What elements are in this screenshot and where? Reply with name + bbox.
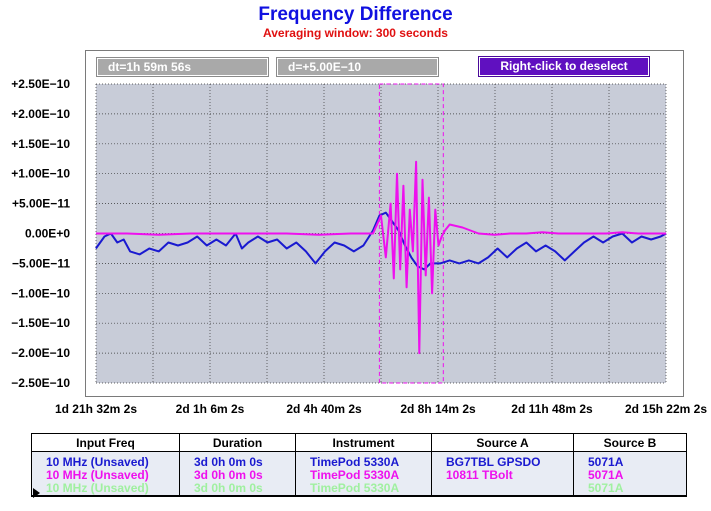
y-tick-label: −1.00E−10 — [11, 286, 70, 300]
y-tick-label: −2.00E−10 — [11, 346, 70, 360]
legend-row[interactable]: 10 MHz (Unsaved) 3d 0h 0m 0s TimePod 5330A… — [31, 482, 687, 497]
frequency-difference-chart[interactable]: +2.50E−10 +2.00E−10 +1.50E−10 +1.00E−10 +5.0… — [0, 0, 711, 430]
dt-readout-button[interactable]: dt=1h 59m 56s — [96, 57, 269, 77]
legend-input-freq: 10 MHz (Unsaved) — [31, 451, 180, 469]
trace-legend-table: Input Freq Duration Instrument Source A … — [31, 433, 687, 497]
y-tick-label: −5.00E−11 — [12, 256, 70, 270]
legend-instrument: TimePod 5330A — [295, 451, 432, 469]
x-axis-tick-labels: 1d 21h 32m 2s 2d 1h 6m 2s 2d 4h 40m 2s 2d 8… — [55, 402, 707, 416]
deselect-button[interactable]: Right-click to deselect — [478, 56, 650, 77]
y-tick-label: −2.50E−10 — [11, 376, 70, 390]
legend-instrument: TimePod 5330A — [295, 482, 432, 497]
y-tick-label: +5.00E−11 — [12, 197, 70, 211]
series-line-2 — [95, 160, 667, 355]
x-tick-label: 2d 11h 48m 2s — [511, 402, 593, 416]
x-tick-label: 1d 21h 32m 2s — [55, 402, 137, 416]
legend-source-b: 5071A — [573, 469, 687, 482]
grid-lines — [95, 83, 667, 384]
x-tick-label: 2d 8h 14m 2s — [400, 402, 476, 416]
y-tick-label: +2.50E−10 — [11, 77, 70, 91]
x-tick-label: 2d 4h 40m 2s — [286, 402, 362, 416]
y-tick-label: +2.00E−10 — [11, 107, 70, 121]
legend-instrument: TimePod 5330A — [295, 469, 432, 482]
y-tick-label: −1.50E−10 — [11, 316, 70, 330]
legend-duration: 3d 0h 0m 0s — [179, 469, 296, 482]
legend-row[interactable]: 10 MHz (Unsaved) 3d 0h 0m 0s TimePod 5330A… — [31, 469, 687, 482]
legend-source-a: BG7TBL GPSDO — [431, 451, 574, 469]
header-source-b: Source B — [573, 433, 687, 452]
y-tick-label: +1.00E−10 — [11, 167, 70, 181]
header-input-freq: Input Freq — [31, 433, 180, 452]
legend-input-freq: 10 MHz (Unsaved) — [31, 469, 180, 482]
header-instrument: Instrument — [295, 433, 432, 452]
header-duration: Duration — [179, 433, 296, 452]
legend-source-a: 10811 TBolt — [431, 469, 574, 482]
legend-input-freq: 10 MHz (Unsaved) — [31, 482, 180, 497]
x-tick-label: 2d 1h 6m 2s — [176, 402, 245, 416]
legend-source-a — [431, 482, 574, 497]
legend-source-b: 5071A — [573, 451, 687, 469]
legend-duration: 3d 0h 0m 0s — [179, 451, 296, 469]
selected-row-arrow-icon — [33, 488, 40, 498]
chart-title: Frequency Difference — [258, 4, 453, 25]
y-tick-label: +1.50E−10 — [11, 137, 70, 151]
chart-subtitle: Averaging window: 300 seconds — [263, 26, 448, 40]
header-source-a: Source A — [431, 433, 574, 452]
y-tick-label: 0.00E+0 — [25, 227, 70, 241]
legend-header-row: Input Freq Duration Instrument Source A … — [31, 433, 687, 452]
series-line-1 — [95, 211, 667, 271]
y-axis-tick-labels: +2.50E−10 +2.00E−10 +1.50E−10 +1.00E−10 +5.0… — [11, 77, 70, 390]
d-readout-button[interactable]: d=+5.00E−10 — [276, 57, 439, 77]
legend-source-b: 5071A — [573, 482, 687, 497]
x-tick-label: 2d 15h 22m 2s — [625, 402, 707, 416]
legend-duration: 3d 0h 0m 0s — [179, 482, 296, 497]
legend-row[interactable]: 10 MHz (Unsaved) 3d 0h 0m 0s TimePod 5330A… — [31, 451, 687, 469]
series-layer — [95, 160, 667, 355]
